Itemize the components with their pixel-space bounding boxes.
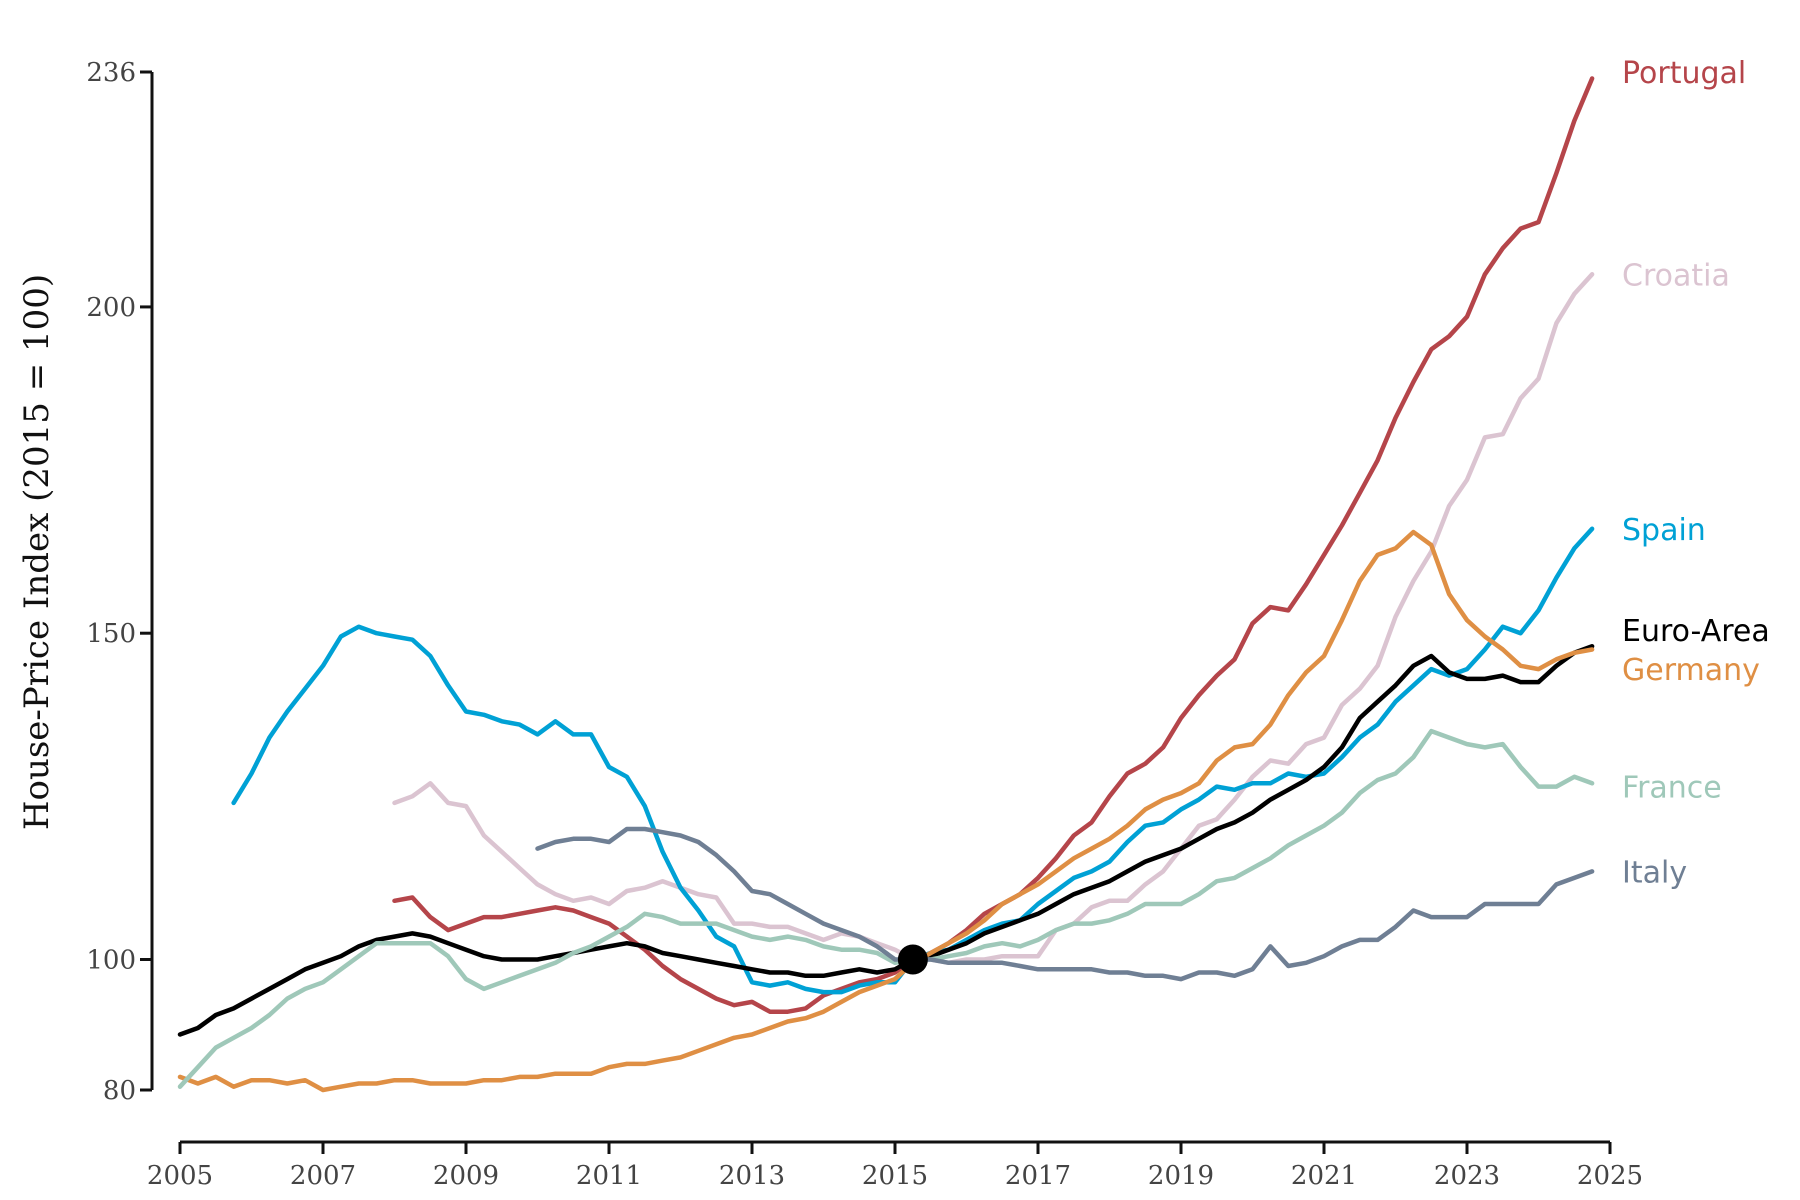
y-tick-label: 100 bbox=[86, 945, 136, 975]
series-line-germany bbox=[177, 529, 1595, 1093]
y-tick-label: 236 bbox=[86, 58, 136, 88]
x-tick-label: 2025 bbox=[1577, 1161, 1643, 1191]
series-label-euro-area: Euro-Area bbox=[1622, 614, 1770, 649]
x-tick-label: 2019 bbox=[1148, 1161, 1214, 1191]
y-tick-label: 200 bbox=[86, 293, 136, 323]
x-tick-label: 2017 bbox=[1005, 1161, 1071, 1191]
series-label-spain: Spain bbox=[1622, 513, 1706, 548]
series-label-germany: Germany bbox=[1622, 653, 1760, 688]
series-label-france: France bbox=[1622, 771, 1722, 806]
series-line-euro-area bbox=[177, 644, 1595, 1037]
x-tick-label: 2015 bbox=[862, 1161, 928, 1191]
x-tick-label: 2011 bbox=[576, 1161, 642, 1191]
series-label-italy: Italy bbox=[1622, 855, 1687, 890]
x-tick-label: 2007 bbox=[290, 1161, 356, 1191]
x-tick-label: 2023 bbox=[1434, 1161, 1500, 1191]
series-end-labels: Portugal Croatia Spain Euro-Area Germany Fran… bbox=[1622, 56, 1770, 890]
y-tick-label: 150 bbox=[86, 619, 136, 649]
x-tick-label: 2009 bbox=[433, 1161, 499, 1191]
y-tick-label: 80 bbox=[103, 1076, 136, 1106]
x-tick-label: 2021 bbox=[1291, 1161, 1357, 1191]
x-tick-label: 2005 bbox=[147, 1161, 213, 1191]
series-label-croatia: Croatia bbox=[1622, 258, 1730, 293]
base-year-marker bbox=[897, 944, 928, 975]
series-lines bbox=[177, 76, 1595, 1093]
y-axis-title: House-Price Index (2015 = 100) bbox=[17, 274, 57, 830]
x-axis: 2005 2007 2009 2011 2013 2015 2017 2019 2021 2023… bbox=[147, 1140, 1643, 1191]
series-line-italy bbox=[535, 826, 1595, 982]
series-line-croatia bbox=[392, 272, 1595, 966]
x-tick-label: 2013 bbox=[719, 1161, 785, 1191]
series-line-portugal bbox=[392, 76, 1595, 1014]
series-label-portugal: Portugal bbox=[1622, 56, 1746, 91]
series-line-france bbox=[177, 728, 1595, 1089]
base-year-point bbox=[897, 944, 928, 975]
y-axis: 80 100 150 200 236 bbox=[86, 58, 154, 1106]
